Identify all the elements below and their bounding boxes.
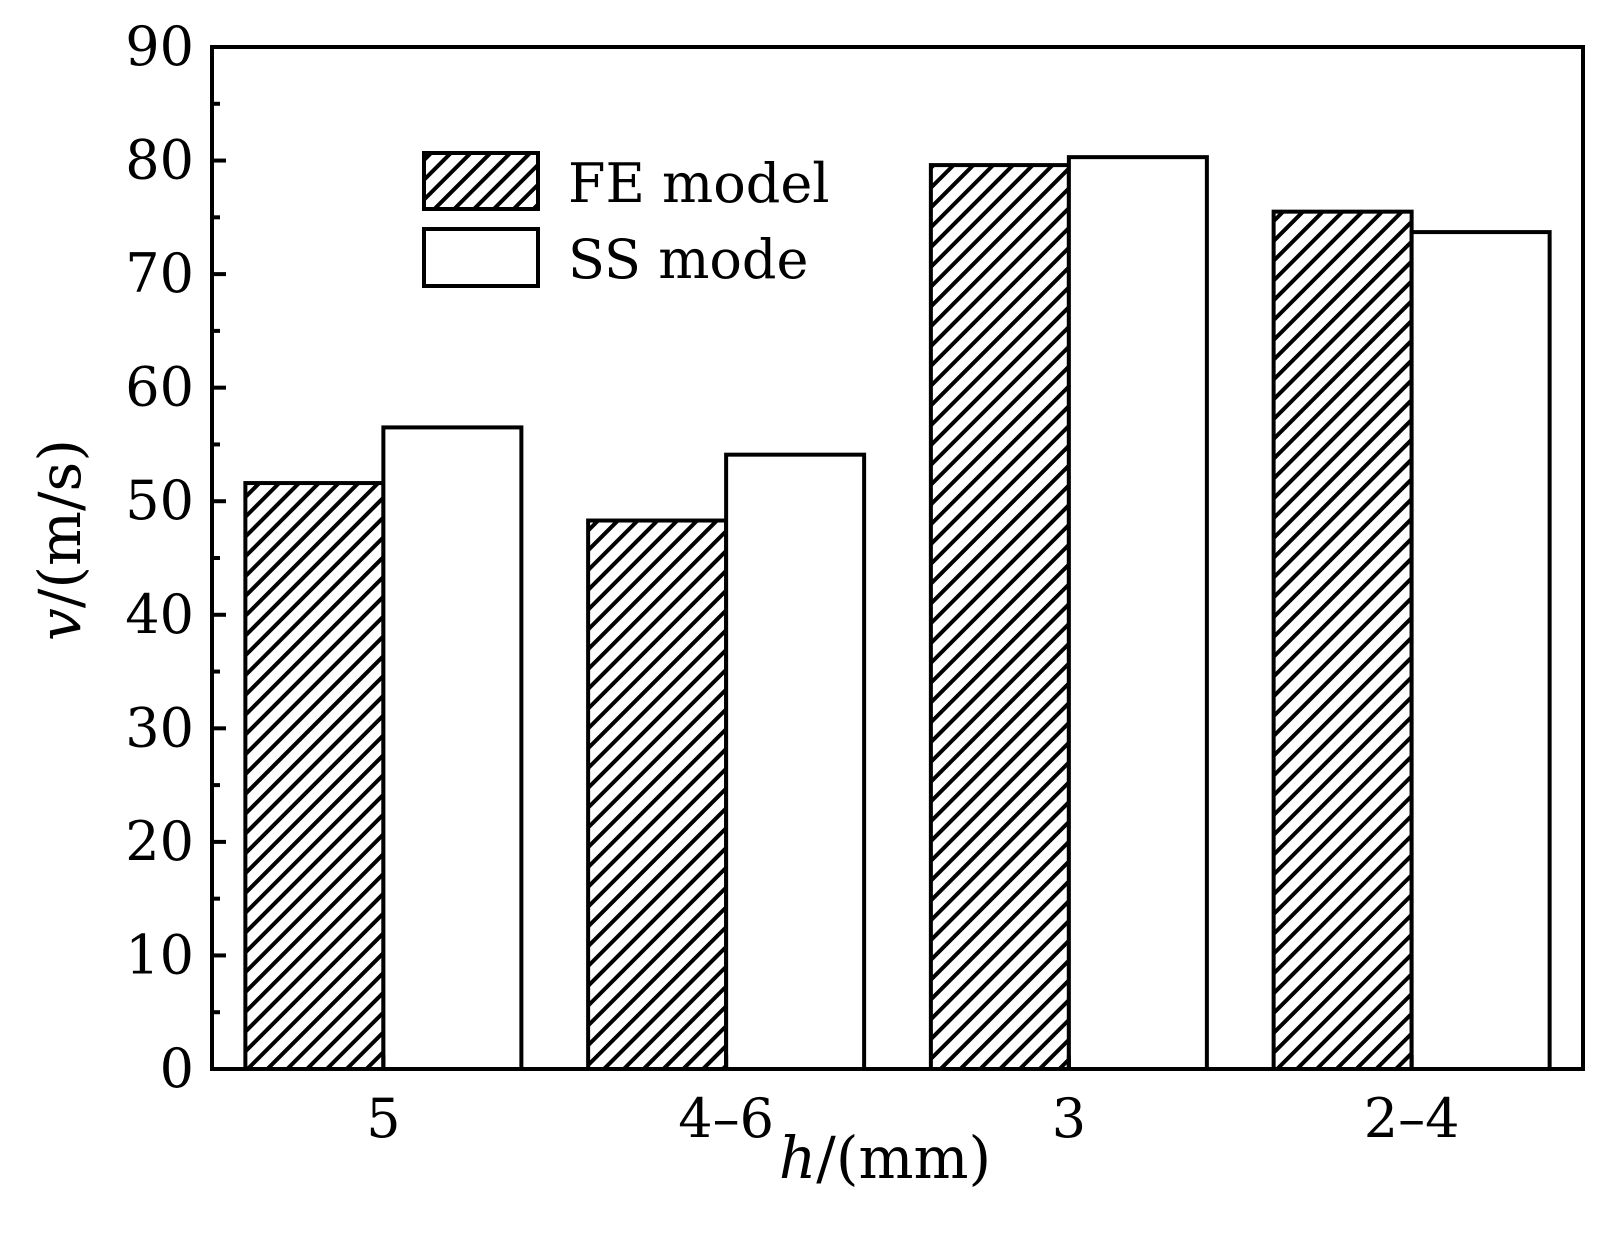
y-tick-label: 80	[125, 129, 194, 192]
legend: FE model SS mode	[422, 151, 830, 291]
x-axis-unit: /(mm)	[816, 1124, 991, 1192]
legend-label-fe-model: FE model	[568, 152, 830, 215]
y-tick-label: 90	[125, 15, 194, 78]
bar-ss-mode	[724, 452, 867, 1072]
bars-group	[243, 155, 1552, 1072]
bar-ss-mode	[381, 425, 524, 1071]
y-axis-title: v/(m/s)	[26, 439, 94, 641]
bar-ss-mode	[1066, 155, 1209, 1072]
y-axis-unit: /(m/s)	[26, 439, 94, 608]
y-tick-label: 40	[125, 583, 194, 646]
y-tick-label: 0	[160, 1037, 194, 1100]
x-tick-label: 2–4	[1364, 1087, 1460, 1150]
y-tick-label: 30	[125, 696, 194, 759]
y-tick-label: 70	[125, 242, 194, 305]
y-tick-label: 60	[125, 356, 194, 419]
y-tick-label: 20	[125, 810, 194, 873]
legend-swatch-ss-mode	[422, 227, 540, 288]
bar-fe-model	[586, 518, 729, 1071]
y-ticks-group: 0 10 20 30 40 50 60 70 80 90	[125, 15, 226, 1100]
plot-frame	[210, 45, 1585, 1071]
x-tick-label: 4–6	[678, 1087, 774, 1150]
y-axis-variable: v	[26, 608, 94, 641]
legend-swatch-fe-model	[422, 151, 540, 211]
x-tick-label: 3	[1052, 1087, 1086, 1150]
bar-fe-model	[928, 163, 1071, 1071]
bar-fe-model	[1271, 209, 1414, 1071]
legend-label-ss-mode: SS mode	[568, 228, 808, 291]
y-tick-label: 10	[125, 923, 194, 986]
bar-fe-model	[243, 481, 386, 1071]
x-axis-title: h/(mm)	[779, 1124, 991, 1192]
x-ticks-group: 5 4–6 3 2–4	[366, 1055, 1459, 1150]
x-axis-variable: h	[779, 1124, 816, 1192]
bar-ss-mode	[1409, 230, 1552, 1071]
y-tick-label: 50	[125, 469, 194, 532]
x-tick-label: 5	[366, 1087, 400, 1150]
